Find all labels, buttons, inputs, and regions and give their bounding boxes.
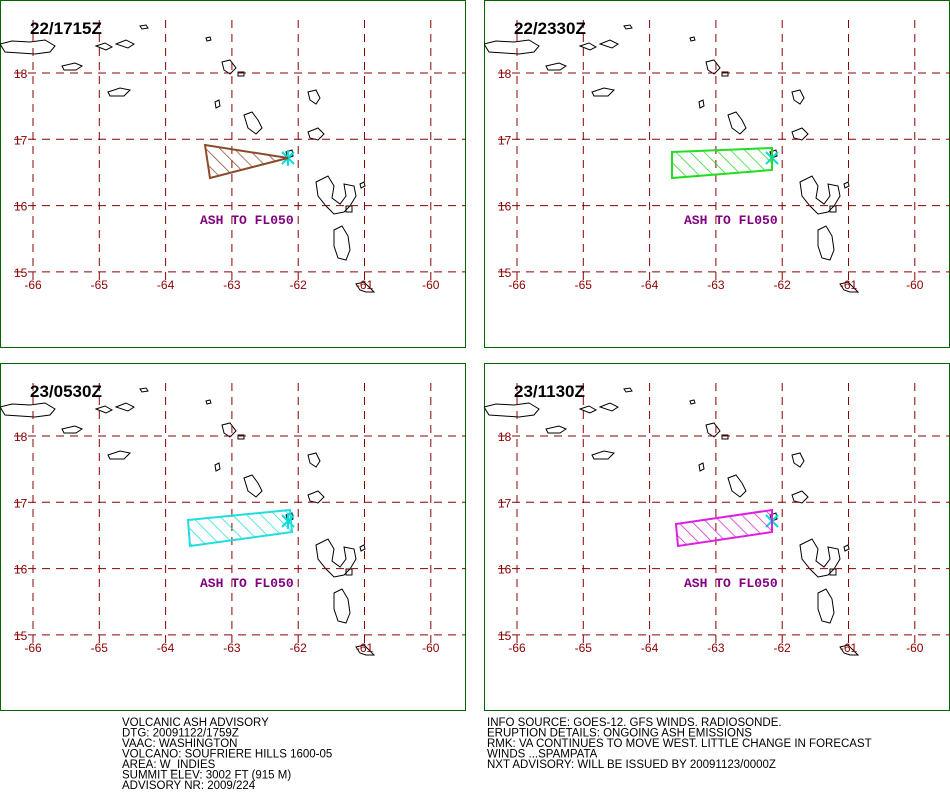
lat-label: 18	[498, 67, 512, 81]
advisory-line: VOLCANO: SOUFRIERE HILLS 1600-05	[122, 749, 332, 761]
lat-label: 17	[498, 496, 512, 510]
lon-label: -65	[91, 278, 109, 292]
lon-label: -66	[24, 278, 42, 292]
valid-time: 23/1130Z	[514, 382, 585, 401]
advisory-line: VAAC: WASHINGTON	[122, 738, 237, 750]
lon-label: -66	[24, 641, 42, 655]
lat-label: 17	[498, 133, 512, 147]
advisory-line: AREA: W_INDIES	[122, 759, 216, 771]
advisory-line: ERUPTION DETAILS: ONGOING ASH EMISSIONS	[487, 728, 752, 740]
lon-label: -65	[575, 278, 593, 292]
lon-label: -65	[575, 641, 593, 655]
lon-label: -63	[707, 641, 725, 655]
lat-label: 15	[498, 629, 512, 643]
lon-label: -60	[906, 278, 924, 292]
valid-time: 22/2330Z	[514, 19, 586, 38]
ash-annotation: ASH TO FL050	[200, 576, 294, 591]
lon-label: -63	[223, 278, 241, 292]
advisory-line: INFO SOURCE: GOES-12. GFS WINDS. RADIOSO…	[487, 717, 782, 729]
panel-frame	[0, 0, 466, 348]
lon-label: -64	[157, 278, 175, 292]
lat-label: 16	[14, 563, 28, 577]
lon-label: -61	[356, 641, 374, 655]
lon-label: -61	[356, 278, 374, 292]
lon-label: -63	[223, 641, 241, 655]
lat-label: 18	[14, 430, 28, 444]
lat-label: 17	[14, 496, 28, 510]
advisory-line: ADVISORY NR: 2009/224	[122, 780, 256, 792]
lon-label: -62	[290, 278, 308, 292]
lat-label: 16	[498, 563, 512, 577]
advisory-line: SUMMIT ELEV: 3002 FT (915 M)	[122, 770, 291, 782]
ash-annotation: ASH TO FL050	[684, 213, 778, 228]
lon-label: -62	[290, 641, 308, 655]
lat-label: 18	[498, 430, 512, 444]
ash-cloud	[186, 508, 294, 548]
lon-label: -65	[91, 641, 109, 655]
lon-label: -64	[641, 641, 659, 655]
map-panel: -66 -65 -64 -63 -62 -61 -60 18 17 16 15 22/1715Z ASH…	[0, 0, 466, 348]
lat-label: 18	[14, 67, 28, 81]
lon-label: -60	[906, 641, 924, 655]
valid-time: 23/0530Z	[30, 382, 102, 401]
advisory-line: NXT ADVISORY: WILL BE ISSUED BY 20091123…	[487, 759, 776, 771]
lon-label: -61	[840, 278, 858, 292]
lon-label: -61	[840, 641, 858, 655]
lat-label: 16	[14, 200, 28, 214]
lon-label: -63	[707, 278, 725, 292]
lon-label: -62	[774, 641, 792, 655]
advisory-line: RMK: VA CONTINUES TO MOVE WEST. LITTLE C…	[487, 738, 872, 750]
advisory-line: VOLCANIC ASH ADVISORY	[122, 717, 269, 729]
ash-cloud	[203, 143, 289, 180]
valid-time: 22/1715Z	[30, 19, 102, 38]
lat-label: 17	[14, 133, 28, 147]
advisory-line: DTG: 20091122/1759Z	[122, 728, 239, 740]
ash-annotation: ASH TO FL050	[684, 576, 778, 591]
lat-label: 15	[498, 266, 512, 280]
lon-label: -64	[641, 278, 659, 292]
map-panel: -66 -65 -64 -63 -62 -61 -60 18 17 16 15 23/0530Z ASH…	[0, 363, 466, 711]
lat-label: 15	[14, 266, 28, 280]
ash-annotation: ASH TO FL050	[200, 213, 294, 228]
lon-label: -66	[508, 278, 526, 292]
lon-label: -62	[774, 278, 792, 292]
lon-label: -64	[157, 641, 175, 655]
lat-label: 15	[14, 629, 28, 643]
lon-label: -60	[422, 641, 440, 655]
ash-cloud	[674, 508, 773, 548]
lon-label: -66	[508, 641, 526, 655]
lon-label: -60	[422, 278, 440, 292]
advisory-line: WINDS ...SPAMPATA	[487, 749, 598, 761]
lat-label: 16	[498, 200, 512, 214]
ash-cloud	[671, 146, 773, 180]
